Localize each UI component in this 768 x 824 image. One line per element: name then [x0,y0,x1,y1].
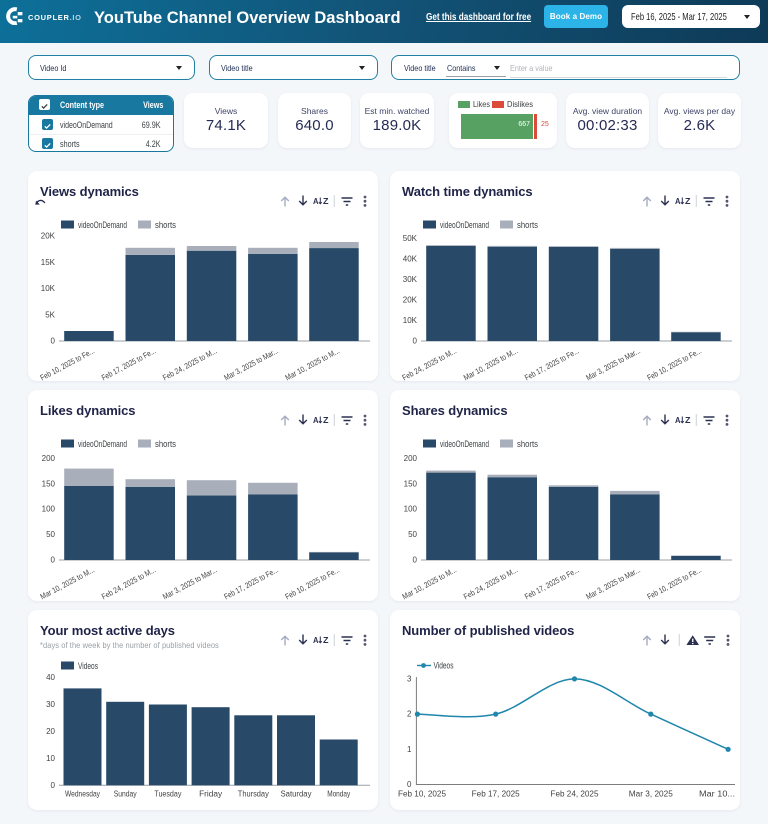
svg-text:Feb 24, 2025 to M...: Feb 24, 2025 to M... [462,565,519,601]
svg-text:25: 25 [541,121,549,128]
svg-text:5K: 5K [45,310,55,319]
svg-text:Tuesday: Tuesday [154,789,181,798]
svg-text:Mar 10...: Mar 10... [699,790,735,799]
svg-text:20K: 20K [41,232,56,241]
svg-text:10K: 10K [403,316,418,325]
svg-text:Feb 17, 2025 to Fe...: Feb 17, 2025 to Fe... [100,346,157,381]
svg-text:1: 1 [407,745,412,754]
svg-text:Feb 24, 2025 to M...: Feb 24, 2025 to M... [100,565,157,601]
svg-text:A: A [675,416,681,425]
svg-text:Saturday: Saturday [281,789,312,798]
svg-text:Feb 10, 2025 to Fe...: Feb 10, 2025 to Fe... [646,565,703,601]
svg-text:Mar 3, 2025 to Mar...: Mar 3, 2025 to Mar... [161,565,218,601]
svg-text:Sunday: Sunday [114,789,137,798]
svg-text:Likes: Likes [473,100,490,109]
svg-text:A: A [675,197,681,206]
svg-text:Mar 10, 2025 to M...: Mar 10, 2025 to M... [284,346,341,381]
svg-text:667: 667 [518,121,530,128]
svg-text:shorts: shorts [155,439,176,449]
svg-text:Feb 24, 2025: Feb 24, 2025 [551,790,600,799]
svg-text:30K: 30K [403,275,418,284]
svg-text:3: 3 [407,674,412,683]
svg-text:50: 50 [408,530,417,539]
svg-text:20: 20 [46,727,55,736]
svg-text:20K: 20K [403,296,418,305]
svg-text:Videos: Videos [434,661,454,671]
svg-text:Z: Z [323,416,329,425]
svg-text:videoOnDemand: videoOnDemand [440,220,489,230]
svg-text:50: 50 [46,530,55,539]
svg-text:Monday: Monday [327,789,350,798]
svg-text:shorts: shorts [517,220,538,230]
svg-text:150: 150 [42,479,56,488]
svg-text:Z: Z [323,636,329,645]
svg-text:videoOnDemand: videoOnDemand [440,439,489,449]
svg-text:Mar 10, 2025 to M...: Mar 10, 2025 to M... [462,346,519,381]
svg-text:A: A [313,416,319,425]
svg-text:Mar 3, 2025: Mar 3, 2025 [629,790,674,799]
svg-text:Mar 3, 2025 to Mar...: Mar 3, 2025 to Mar... [585,565,642,601]
svg-text:shorts: shorts [517,439,538,449]
svg-text:Feb 17, 2025 to Fe...: Feb 17, 2025 to Fe... [223,565,280,601]
svg-text:Feb 24, 2025 to M...: Feb 24, 2025 to M... [401,346,458,381]
svg-text:Feb 10, 2025 to Fe...: Feb 10, 2025 to Fe... [646,346,703,381]
svg-text:Dislikes: Dislikes [507,100,533,109]
svg-text:200: 200 [404,454,418,463]
svg-text:A: A [313,197,319,206]
svg-text:0: 0 [51,781,56,790]
svg-text:Feb 17, 2025 to Fe...: Feb 17, 2025 to Fe... [523,565,580,601]
svg-text:shorts: shorts [155,220,176,230]
svg-text:15K: 15K [41,258,56,267]
svg-text:10K: 10K [41,284,56,293]
svg-text:Feb 10, 2025 to Fe...: Feb 10, 2025 to Fe... [39,346,96,381]
svg-text:50K: 50K [403,234,418,243]
svg-text:Wednesday: Wednesday [65,789,100,798]
svg-text:videoOnDemand: videoOnDemand [78,220,127,230]
svg-text:40K: 40K [403,255,418,264]
svg-text:Friday: Friday [199,789,222,798]
svg-text:A: A [313,636,319,645]
svg-text:videoOnDemand: videoOnDemand [78,439,127,449]
svg-text:150: 150 [404,479,418,488]
svg-text:Feb 10, 2025 to Fe...: Feb 10, 2025 to Fe... [284,565,341,601]
svg-text:0: 0 [413,337,418,346]
svg-text:Thursday: Thursday [238,789,269,798]
svg-text:10: 10 [46,754,55,763]
svg-text:2: 2 [407,710,412,719]
svg-text:0: 0 [413,556,418,565]
svg-text:200: 200 [42,454,56,463]
svg-text:Z: Z [685,416,691,425]
svg-text:Mar 10, 2025 to M...: Mar 10, 2025 to M... [401,565,458,601]
svg-text:Z: Z [323,197,329,206]
svg-text:Feb 17, 2025: Feb 17, 2025 [472,790,521,799]
svg-text:Feb 10, 2025: Feb 10, 2025 [398,790,447,799]
svg-text:100: 100 [42,505,56,514]
svg-text:Videos: Videos [78,661,98,671]
svg-text:30: 30 [46,700,55,709]
svg-text:40: 40 [46,673,55,682]
svg-text:Feb 24, 2025 to M...: Feb 24, 2025 to M... [161,346,218,381]
svg-text:Mar 3, 2025 to Mar...: Mar 3, 2025 to Mar... [585,346,642,381]
svg-text:Mar 3, 2025 to Mar...: Mar 3, 2025 to Mar... [223,346,280,381]
svg-text:Z: Z [685,197,691,206]
svg-text:0: 0 [51,337,56,346]
svg-text:Feb 17, 2025 to Fe...: Feb 17, 2025 to Fe... [523,346,580,381]
svg-text:Mar 10, 2025 to M...: Mar 10, 2025 to M... [39,565,96,601]
svg-text:0: 0 [407,780,412,789]
svg-text:100: 100 [404,505,418,514]
svg-text:0: 0 [51,556,56,565]
